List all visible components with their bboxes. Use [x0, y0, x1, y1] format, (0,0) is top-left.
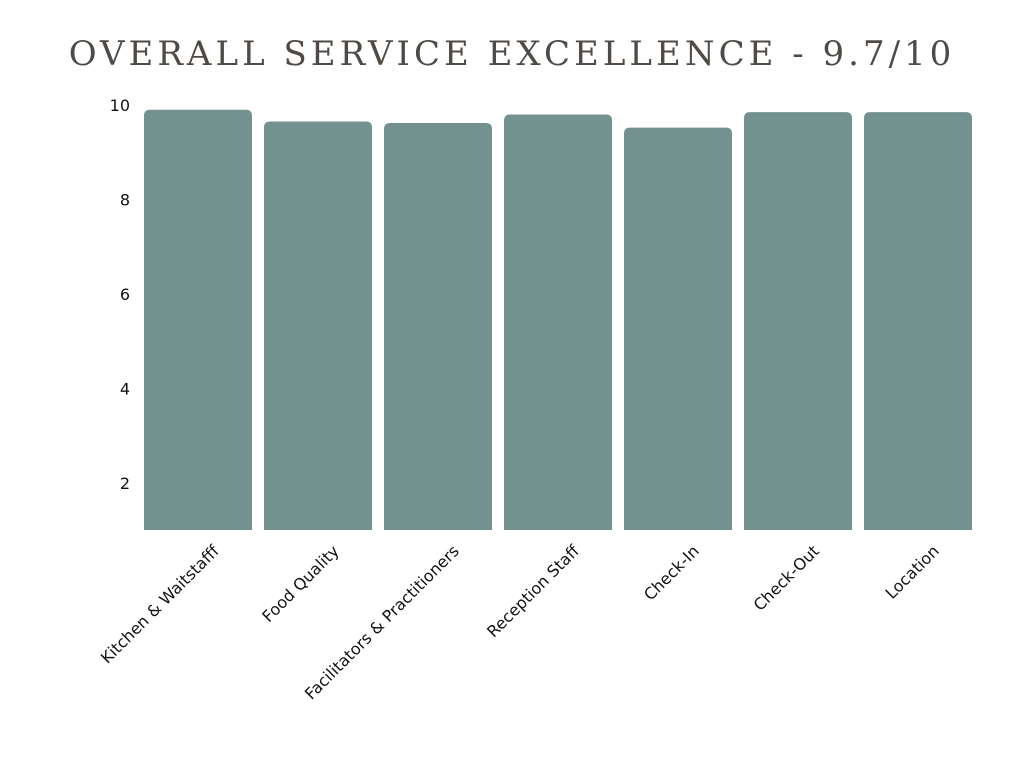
- y-tick-label: 6: [120, 285, 130, 304]
- x-category-label: Kitchen & Waitstafff: [97, 541, 223, 667]
- bar: [624, 127, 732, 531]
- chart-title: OVERALL SERVICE EXCELLENCE - 9.7/10: [68, 34, 956, 74]
- x-category-label: Check-Out: [750, 541, 823, 614]
- bars: [144, 109, 972, 531]
- x-category-label: Food Quality: [258, 541, 343, 626]
- x-axis-labels: Kitchen & Waitstafff Food QualityFacilita…: [97, 541, 943, 704]
- bar: [864, 112, 972, 530]
- x-category-label: Check-In: [640, 541, 703, 604]
- y-tick-label: 4: [120, 379, 130, 398]
- y-axis-ticks: 2 4 6 8 10: [110, 96, 130, 493]
- bar: [384, 122, 492, 530]
- y-tick-label: 2: [120, 474, 130, 493]
- x-category-label: Reception Staff: [483, 541, 583, 641]
- x-category-label: Location: [882, 541, 943, 602]
- y-tick-label: 8: [120, 190, 130, 209]
- bar: [144, 109, 252, 530]
- bar: [264, 121, 372, 531]
- bar: [744, 112, 852, 530]
- bar: [504, 114, 612, 530]
- y-tick-label: 10: [110, 96, 130, 115]
